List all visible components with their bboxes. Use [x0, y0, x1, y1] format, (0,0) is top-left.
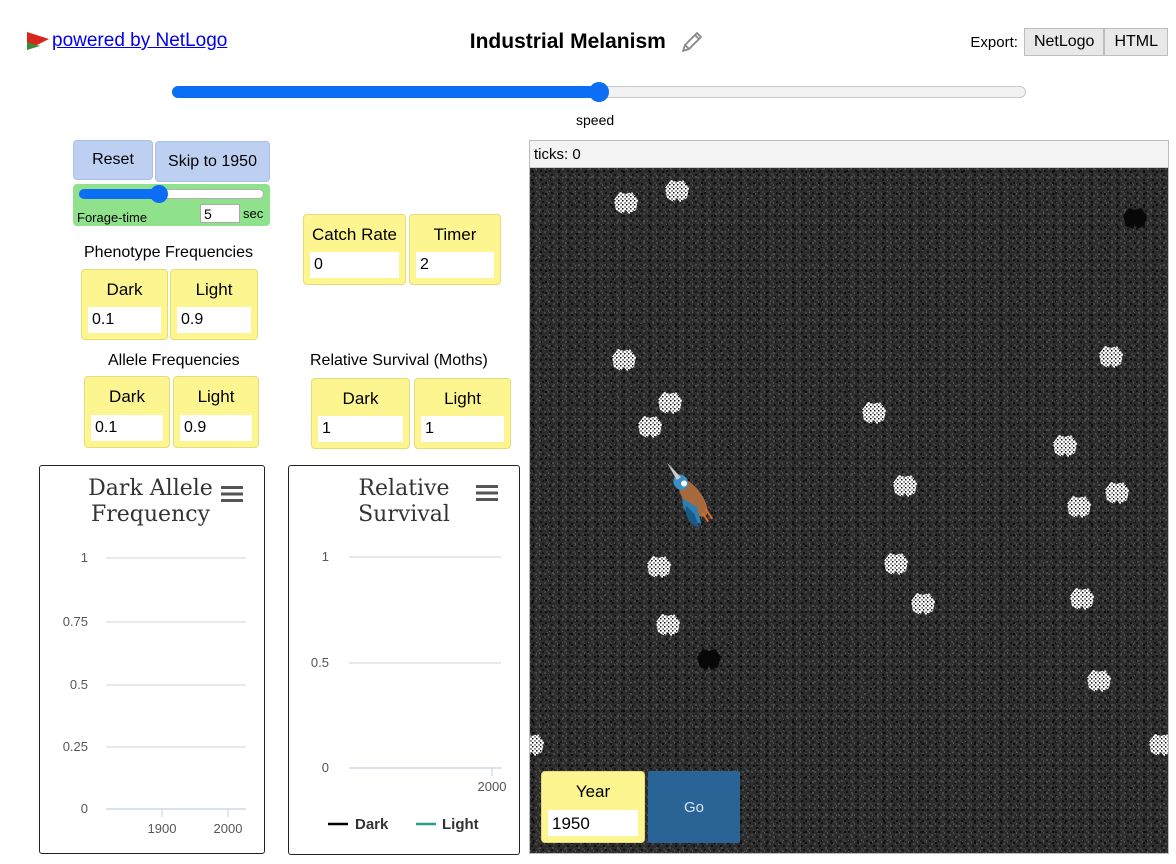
allele-frequencies-label: Allele Frequencies	[108, 352, 240, 369]
monitor-value: 0.9	[177, 307, 251, 333]
catch-rate-monitor: Catch Rate 0	[303, 214, 406, 285]
plot-menu-icon[interactable]	[476, 484, 498, 502]
plot-title-line1: Relative	[358, 476, 450, 501]
plot-title: Dark Allele Frequency	[40, 476, 264, 528]
netlogo-link[interactable]: powered by NetLogo	[26, 30, 227, 52]
monitor-value: 0.1	[91, 415, 163, 441]
y-tick-label: 0	[322, 760, 329, 775]
relative-survival-plot: Relative Survival 1 0.5 0 2000 Dark Ligh…	[288, 465, 520, 855]
legend: Dark Light	[328, 816, 479, 833]
y-tick-label: 0.5	[70, 677, 88, 692]
phenotype-frequencies-label: Phenotype Frequencies	[84, 244, 253, 261]
timer-monitor: Timer 2	[409, 214, 501, 285]
plot-title-line1: Dark Allele	[88, 476, 213, 501]
monitor-value: 1950	[548, 810, 638, 836]
go-button[interactable]: Go	[648, 771, 740, 843]
survival-dark-monitor: Dark 1	[311, 378, 410, 449]
monitor-label: Light	[444, 389, 481, 408]
world-view[interactable]: ticks: 0	[529, 140, 1169, 854]
monitor-value: 0.1	[88, 307, 161, 333]
y-tick-label: 1	[322, 549, 329, 564]
monitor-label: Light	[195, 280, 233, 299]
dark-allele-frequency-plot: Dark Allele Frequency 1 0.75 0.5 0.25 0 …	[39, 465, 265, 854]
monitor-label: Dark	[342, 389, 379, 408]
netlogo-link-text[interactable]: powered by NetLogo	[52, 30, 228, 51]
export-label: Export:	[970, 33, 1018, 51]
plot-menu-icon[interactable]	[221, 485, 243, 503]
year-monitor: Year 1950	[541, 771, 645, 843]
x-tick-label: 1900	[148, 821, 177, 836]
world-canvas[interactable]	[530, 168, 1169, 854]
forage-time-thumb[interactable]	[149, 185, 168, 203]
monitor-label: Light	[197, 387, 235, 406]
model-title: Industrial Melanism	[469, 30, 666, 53]
plot-area: 1 0.75 0.5 0.25 0 1900 2000	[63, 550, 246, 836]
phenotype-dark-monitor: Dark 0.1	[81, 269, 168, 340]
x-tick-label: 2000	[478, 779, 507, 794]
monitor-label: Dark	[109, 387, 145, 406]
legend-dark-label[interactable]: Dark	[355, 816, 389, 833]
forage-time-value-input[interactable]	[200, 204, 240, 223]
allele-light-monitor: Light 0.9	[173, 376, 259, 448]
y-tick-label: 0.5	[311, 655, 329, 670]
survival-light-monitor: Light 1	[414, 378, 511, 449]
monitor-label: Year	[575, 782, 611, 801]
pencil-edit-icon[interactable]	[678, 28, 706, 56]
bird-icon[interactable]	[654, 457, 716, 530]
monitor-label: Catch Rate	[311, 225, 398, 244]
plot-title-line2: Frequency	[91, 502, 210, 527]
export-netlogo-button[interactable]: NetLogo	[1023, 28, 1105, 56]
forage-time-fill	[79, 189, 159, 199]
monitor-value: 0	[310, 252, 399, 278]
y-tick-label: 0	[81, 801, 88, 816]
plot-title-line2: Survival	[358, 502, 450, 527]
netlogo-logo-icon	[27, 32, 49, 50]
speed-label: speed	[576, 112, 615, 128]
y-tick-label: 0.75	[63, 614, 88, 629]
forage-time-units: sec	[243, 206, 264, 221]
phenotype-light-monitor: Light 0.9	[170, 269, 258, 340]
x-tick-label: 2000	[214, 821, 243, 836]
speed-slider-fill	[172, 86, 599, 98]
monitor-value: 1	[318, 416, 403, 442]
reset-button[interactable]: Reset	[73, 140, 153, 180]
forage-time-slider: Forage-time sec	[73, 184, 270, 226]
speed-slider-thumb[interactable]	[589, 82, 609, 102]
skip-to-1950-button[interactable]: Skip to 1950	[155, 141, 270, 182]
monitor-value: 1	[421, 416, 504, 442]
forage-time-label: Forage-time	[77, 210, 148, 225]
y-tick-label: 1	[81, 550, 88, 565]
plot-title: Relative Survival	[289, 476, 519, 528]
allele-dark-monitor: Dark 0.1	[84, 376, 170, 448]
monitor-value: 2	[416, 252, 494, 278]
ticks-counter: ticks: 0	[530, 141, 1168, 168]
monitor-label: Dark	[106, 280, 143, 299]
monitor-value: 0.9	[180, 415, 252, 441]
y-tick-label: 0.25	[63, 739, 88, 754]
plot-area: 1 0.5 0 2000 Dark Light	[311, 549, 507, 833]
relative-survival-label: Relative Survival (Moths)	[310, 352, 488, 369]
export-bar: Export: NetLogo HTML	[970, 28, 1168, 56]
legend-light-label[interactable]: Light	[442, 816, 479, 833]
monitor-label: Timer	[433, 225, 477, 244]
export-html-button[interactable]: HTML	[1104, 28, 1168, 56]
